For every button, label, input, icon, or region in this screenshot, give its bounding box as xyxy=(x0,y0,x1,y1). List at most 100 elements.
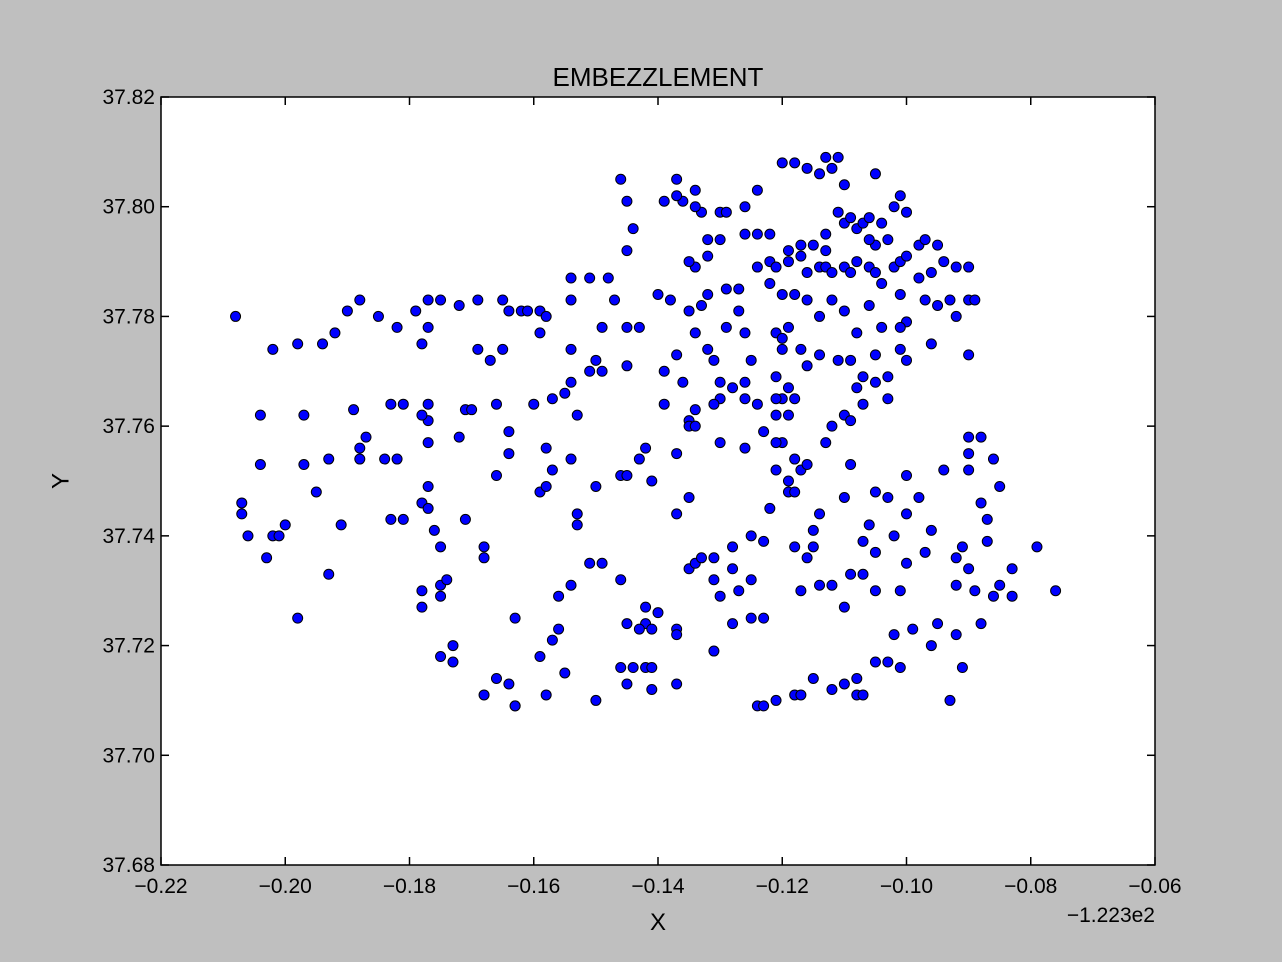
scatter-point xyxy=(727,382,739,394)
scatter-point xyxy=(652,288,664,300)
plot-frame xyxy=(160,96,1156,866)
scatter-point xyxy=(801,459,813,471)
scatter-point xyxy=(671,173,683,185)
scatter-point xyxy=(298,459,310,471)
scatter-point xyxy=(633,321,645,333)
scatter-point xyxy=(298,409,310,421)
y-axis-label: Y xyxy=(47,473,74,489)
scatter-point xyxy=(869,267,881,279)
scatter-point xyxy=(876,217,888,229)
scatter-point xyxy=(422,480,434,492)
scatter-point xyxy=(664,294,676,306)
scatter-point xyxy=(795,343,807,355)
scatter-point xyxy=(702,288,714,300)
scatter-point xyxy=(888,201,900,213)
chart-title: EMBEZZLEMENT xyxy=(553,62,764,92)
scatter-point xyxy=(522,305,534,317)
x-tick-label: −0.06 xyxy=(1128,875,1181,898)
scatter-point xyxy=(459,513,471,525)
scatter-point xyxy=(882,234,894,246)
scatter-point xyxy=(708,552,720,564)
scatter-point xyxy=(820,245,832,257)
scatter-point xyxy=(540,689,552,701)
scatter-point xyxy=(546,464,558,476)
scatter-point xyxy=(938,256,950,268)
scatter-point xyxy=(435,590,447,602)
scatter-point xyxy=(801,162,813,174)
scatter-point xyxy=(925,640,937,652)
scatter-point xyxy=(658,195,670,207)
scatter-point xyxy=(714,376,726,388)
scatter-point xyxy=(888,530,900,542)
scatter-point xyxy=(441,574,453,586)
scatter-point xyxy=(372,310,384,322)
scatter-point xyxy=(901,508,912,520)
scatter-point xyxy=(646,475,658,487)
scatter-point xyxy=(702,250,714,262)
scatter-point xyxy=(907,623,919,635)
scatter-point xyxy=(695,299,707,311)
scatter-point xyxy=(683,256,695,268)
scatter-point xyxy=(814,310,826,322)
scatter-point xyxy=(391,321,403,333)
scatter-point xyxy=(851,672,863,684)
scatter-point xyxy=(720,321,732,333)
scatter-point xyxy=(987,590,999,602)
scatter-point xyxy=(913,272,925,284)
scatter-point xyxy=(956,662,968,674)
x-tick-label: −0.18 xyxy=(383,875,436,898)
scatter-point xyxy=(901,354,912,366)
scatter-point xyxy=(832,354,844,366)
scatter-point xyxy=(751,228,763,240)
scatter-point xyxy=(702,343,714,355)
scatter-point xyxy=(671,629,683,641)
scatter-point xyxy=(410,305,422,317)
scatter-point xyxy=(689,404,701,416)
scatter-point xyxy=(584,557,596,569)
scatter-point xyxy=(708,574,720,586)
scatter-point xyxy=(869,376,881,388)
scatter-point xyxy=(851,327,863,339)
scatter-point xyxy=(689,201,701,213)
scatter-point xyxy=(789,453,801,465)
scatter-point xyxy=(354,442,366,454)
scatter-point xyxy=(490,398,502,410)
scatter-point xyxy=(385,398,397,410)
scatter-point xyxy=(590,694,602,706)
scatter-point xyxy=(571,519,583,531)
scatter-point xyxy=(925,338,937,350)
scatter-point xyxy=(838,305,850,317)
scatter-point xyxy=(490,470,502,482)
scatter-point xyxy=(814,349,826,361)
scatter-point xyxy=(863,299,875,311)
scatter-point xyxy=(969,294,981,306)
scatter-point xyxy=(615,662,627,674)
scatter-point xyxy=(708,645,720,657)
scatter-point xyxy=(845,212,857,224)
scatter-point xyxy=(727,541,739,553)
scatter-point xyxy=(845,568,857,580)
scatter-point xyxy=(714,590,726,602)
scatter-point xyxy=(894,662,906,674)
scatter-point xyxy=(702,234,714,246)
scatter-point xyxy=(820,228,832,240)
scatter-point xyxy=(789,288,801,300)
scatter-point xyxy=(584,272,596,284)
scatter-point xyxy=(621,678,633,690)
scatter-point xyxy=(782,245,794,257)
scatter-point xyxy=(857,398,869,410)
y-tick-label: 37.82 xyxy=(102,86,155,109)
scatter-point xyxy=(919,234,931,246)
scatter-point xyxy=(683,305,695,317)
scatter-point xyxy=(236,497,248,509)
scatter-point xyxy=(745,612,757,624)
scatter-point xyxy=(963,448,975,460)
scatter-point xyxy=(565,343,577,355)
scatter-point xyxy=(397,398,409,410)
scatter-point xyxy=(503,426,515,438)
scatter-point xyxy=(758,426,770,438)
scatter-point xyxy=(950,310,962,322)
scatter-point xyxy=(776,288,788,300)
y-tick-label: 37.78 xyxy=(102,305,155,328)
scatter-point xyxy=(876,321,888,333)
